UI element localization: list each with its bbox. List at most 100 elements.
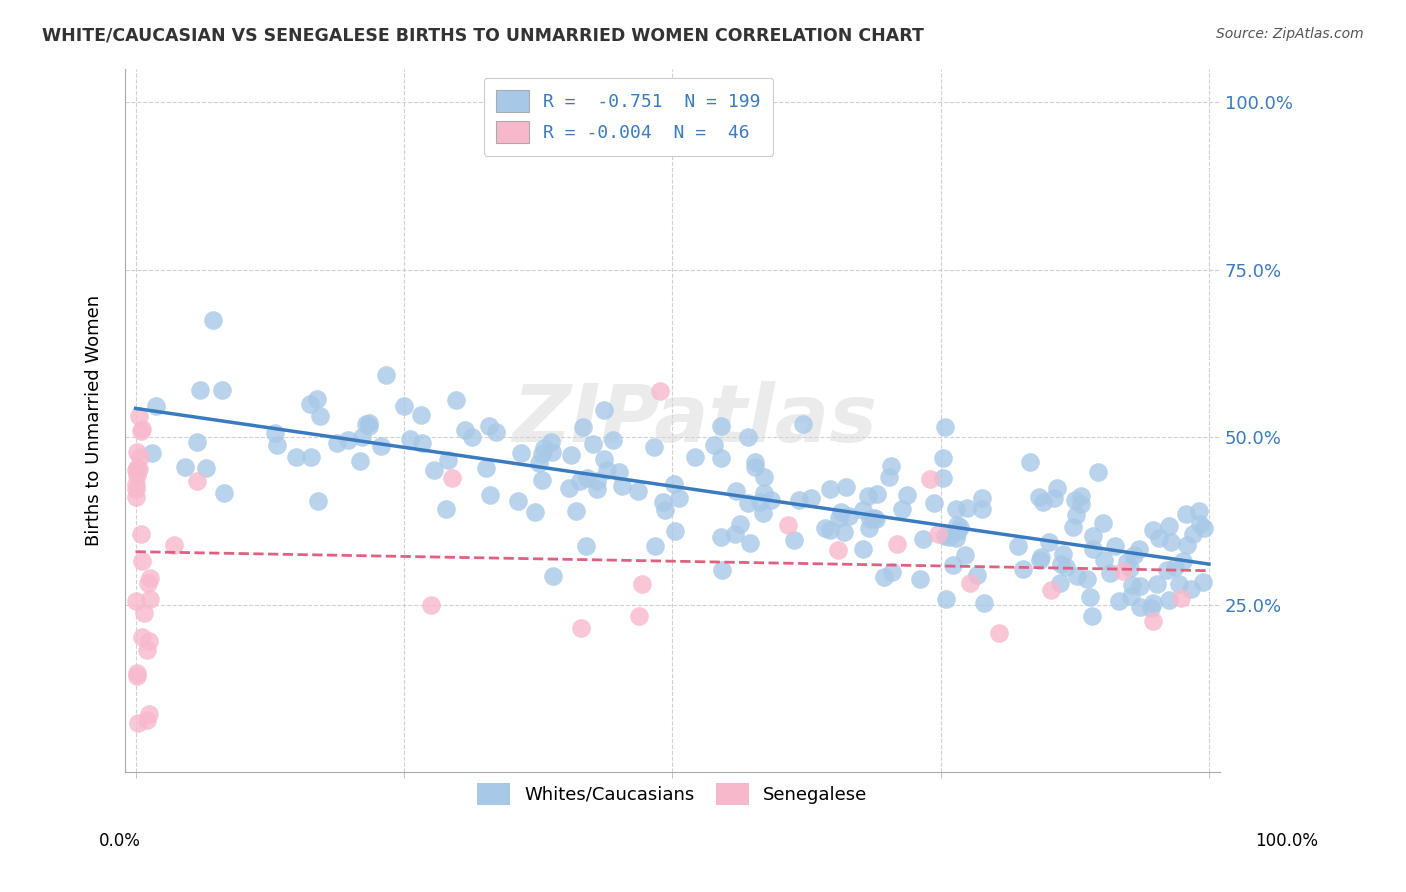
Point [307,494,329,508]
Point [987,626,1010,640]
Point [668,491,690,506]
Point [644,539,666,553]
Point [392,399,415,413]
Point [127,445,149,459]
Point [710,450,733,465]
Point [946,524,969,538]
Point [478,418,501,433]
Point [188,383,211,397]
Point [1118,561,1140,575]
Point [1028,490,1050,504]
Point [125,666,148,681]
Point [627,609,650,624]
Point [308,409,330,424]
Point [910,572,932,586]
Point [610,479,633,493]
Point [1007,539,1029,553]
Point [738,536,761,550]
Text: 0.0%: 0.0% [98,831,141,849]
Point [752,470,775,484]
Point [1029,552,1052,566]
Point [886,537,908,551]
Point [444,392,467,407]
Point [437,453,460,467]
Point [454,423,477,437]
Point [834,524,856,539]
Point [349,454,371,468]
Point [920,472,942,486]
Point [1181,527,1204,541]
Point [1070,489,1092,503]
Point [872,570,894,584]
Point [737,430,759,444]
Point [284,450,307,464]
Point [1054,559,1077,574]
Point [972,501,994,516]
Point [737,496,759,510]
Point [973,596,995,610]
Point [128,409,150,423]
Point [524,505,547,519]
Point [783,533,806,547]
Point [818,482,841,496]
Point [592,451,614,466]
Point [585,475,607,489]
Point [834,479,856,493]
Point [461,430,484,444]
Point [1064,492,1087,507]
Point [865,512,887,526]
Point [654,503,676,517]
Point [357,419,380,434]
Point [650,384,672,399]
Point [651,495,673,509]
Text: 100.0%: 100.0% [1256,831,1317,849]
Point [1170,591,1192,605]
Text: WHITE/CAUCASIAN VS SENEGALESE BIRTHS TO UNMARRIED WOMEN CORRELATION CHART: WHITE/CAUCASIAN VS SENEGALESE BIRTHS TO … [42,27,924,45]
Point [1012,561,1035,575]
Point [125,483,148,497]
Point [582,437,605,451]
Point [571,419,593,434]
Point [531,447,554,461]
Point [186,435,208,450]
Point [1142,523,1164,537]
Point [211,383,233,397]
Point [865,487,887,501]
Point [434,502,457,516]
Point [602,433,624,447]
Point [531,473,554,487]
Point [946,517,969,532]
Point [541,569,564,583]
Point [1142,614,1164,628]
Point [685,450,707,464]
Point [441,470,464,484]
Point [792,417,814,431]
Point [1140,600,1163,615]
Point [627,483,650,498]
Point [125,463,148,477]
Point [1192,521,1215,535]
Point [945,502,967,516]
Point [299,450,322,465]
Text: ZIPatlas: ZIPatlas [512,381,877,459]
Point [752,506,775,520]
Point [569,475,592,489]
Point [1070,497,1092,511]
Point [911,532,934,546]
Point [778,517,800,532]
Point [1149,531,1171,545]
Point [139,570,162,584]
Point [1076,572,1098,586]
Point [163,538,186,552]
Point [631,577,654,591]
Point [195,460,218,475]
Point [891,502,914,516]
Point [945,531,967,545]
Point [138,706,160,721]
Point [558,481,581,495]
Point [266,438,288,452]
Point [858,521,880,535]
Point [664,524,686,539]
Point [596,463,619,477]
Point [1174,507,1197,521]
